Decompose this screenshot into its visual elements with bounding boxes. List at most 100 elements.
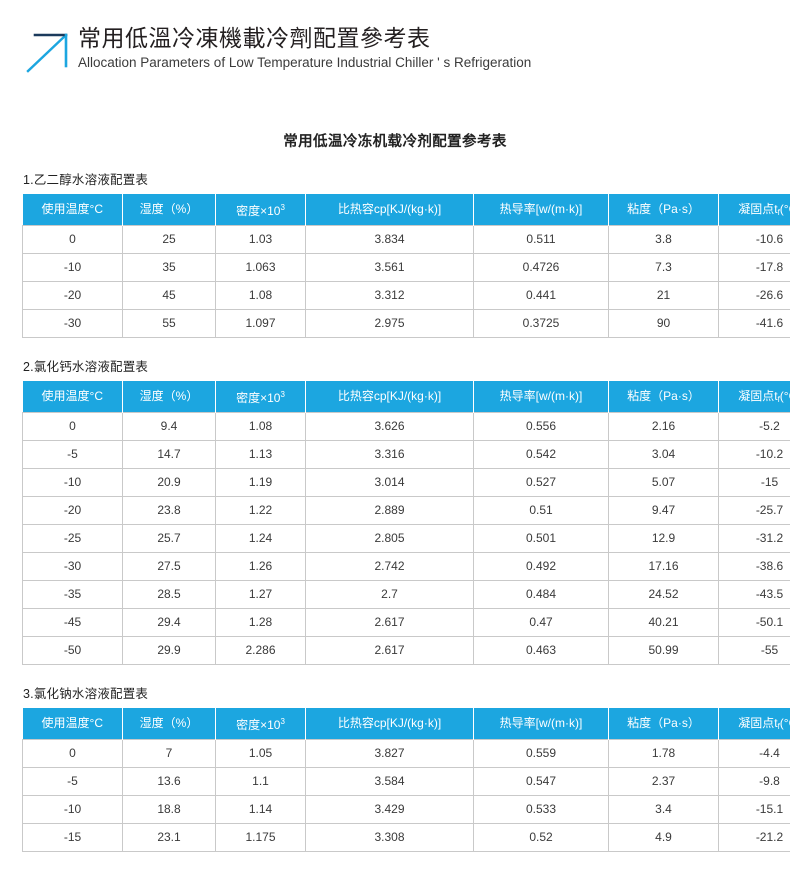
table-cell: 2.742: [305, 552, 474, 581]
tables-container: 1.乙二醇水溶液配置表使用温度°C 湿度（%） 密度×103 比热容cp[KJ/(kg…: [0, 169, 790, 852]
table-cell: -17.8: [718, 253, 790, 282]
table-cell: 2.975: [305, 309, 474, 338]
table-cell: 3.014: [305, 468, 474, 497]
table-cell: 3.834: [305, 225, 474, 254]
table-cell: -10.6: [718, 225, 790, 254]
table-cell: 3.04: [608, 440, 719, 469]
table-cell: 0.542: [473, 440, 609, 469]
table-cell: 3.584: [305, 767, 474, 796]
header-title-en: Allocation Parameters of Low Temperature…: [78, 55, 532, 70]
table-cell: 24.52: [608, 580, 719, 609]
column-header-3: 密度×103: [215, 381, 306, 413]
table-cell: 1.28: [215, 608, 306, 637]
table-cell: -15.1: [718, 795, 790, 824]
table-row: -5 13.6 1.1 3.584 0.547 2.37 -9.8: [22, 767, 790, 796]
column-header-6: 粘度（Pa·s）: [608, 381, 719, 413]
table-cell: 1.13: [215, 440, 306, 469]
column-header-7: 凝固点tf(°C): [718, 381, 790, 413]
table-cell: 1.03: [215, 225, 306, 254]
table-cell: 0.52: [473, 823, 609, 852]
table-cell: 0.441: [473, 281, 609, 310]
table-cell: 17.16: [608, 552, 719, 581]
table-row: -30 55 1.097 2.975 0.3725 90 -41.6: [22, 309, 790, 338]
table-cell: 1.78: [608, 739, 719, 768]
table-cell: 1.08: [215, 281, 306, 310]
table-cell: -41.6: [718, 309, 790, 338]
table-cell: 2.37: [608, 767, 719, 796]
table-row: 0 7 1.05 3.827 0.559 1.78 -4.4: [22, 739, 790, 768]
table-cell: 0: [22, 739, 123, 768]
table-cell: 1.19: [215, 468, 306, 497]
column-header-6: 粘度（Pa·s）: [608, 708, 719, 740]
table-cell: 12.9: [608, 524, 719, 553]
column-header-7: 凝固点tf(°C): [718, 194, 790, 226]
table-cell: -5: [22, 767, 123, 796]
table-block: 1.乙二醇水溶液配置表使用温度°C 湿度（%） 密度×103 比热容cp[KJ/(kg…: [22, 169, 790, 338]
table-cell: 1.063: [215, 253, 306, 282]
column-header-subscript: f: [777, 394, 780, 404]
table-cell: 2.7: [305, 580, 474, 609]
table-cell: -20: [22, 496, 123, 525]
table-cell: 0.484: [473, 580, 609, 609]
table-cell: 40.21: [608, 608, 719, 637]
page-header: 常用低溫冷凍機載冷劑配置參考表 Allocation Parameters of…: [0, 0, 790, 73]
table-cell: 3.316: [305, 440, 474, 469]
column-header-3: 密度×103: [215, 194, 306, 226]
table-cell: 23.8: [122, 496, 216, 525]
column-header-subscript: f: [777, 721, 780, 731]
table-caption: 1.乙二醇水溶液配置表: [23, 173, 149, 187]
table-cell: 14.7: [122, 440, 216, 469]
column-header-superscript: 3: [280, 203, 285, 212]
table-cell: -43.5: [718, 580, 790, 609]
table-cell: 1.24: [215, 524, 306, 553]
header-text-group: 常用低溫冷凍機載冷劑配置參考表 Allocation Parameters of…: [78, 24, 531, 72]
table-row: -10 18.8 1.14 3.429 0.533 3.4 -15.1: [22, 795, 790, 824]
column-header-2: 湿度（%）: [122, 381, 216, 413]
column-header-4: 比热容cp[KJ/(kg·k)]: [305, 381, 474, 413]
table-cell: 2.617: [305, 608, 474, 637]
column-header-5: 热导率[w/(m·k)]: [473, 708, 609, 740]
table-cell: 1.097: [215, 309, 306, 338]
table-cell: 3.429: [305, 795, 474, 824]
table-header-row: 使用温度°C 湿度（%） 密度×103 比热容cp[KJ/(kg·k)] 热导率[w/(…: [22, 708, 790, 740]
table-cell: -50: [22, 636, 123, 665]
table-cell: 3.4: [608, 795, 719, 824]
table-cell: -25.7: [718, 496, 790, 525]
table-cell: 2.617: [305, 636, 474, 665]
table-row: 0 9.4 1.08 3.626 0.556 2.16 -5.2: [22, 412, 790, 441]
table-cell: 1.27: [215, 580, 306, 609]
data-table: 使用温度°C 湿度（%） 密度×103 比热容cp[KJ/(kg·k)] 热导率[w/(…: [22, 381, 790, 665]
table-row: -20 23.8 1.22 2.889 0.51 9.47 -25.7: [22, 496, 790, 525]
table-cell: 0.47: [473, 608, 609, 637]
data-table: 使用温度°C 湿度（%） 密度×103 比热容cp[KJ/(kg·k)] 热导率[w/(…: [22, 708, 790, 852]
table-cell: 0.4726: [473, 253, 609, 282]
table-cell: 55: [122, 309, 216, 338]
table-cell: -50.1: [718, 608, 790, 637]
table-cell: -4.4: [718, 739, 790, 768]
column-header-5: 热导率[w/(m·k)]: [473, 194, 609, 226]
table-cell: -25: [22, 524, 123, 553]
table-cell: 21: [608, 281, 719, 310]
table-cell: 0: [22, 412, 123, 441]
table-cell: 0.511: [473, 225, 609, 254]
column-header-3: 密度×103: [215, 708, 306, 740]
table-cell: 2.805: [305, 524, 474, 553]
table-cell: 0.463: [473, 636, 609, 665]
column-header-2: 湿度（%）: [122, 708, 216, 740]
table-cell: 1.175: [215, 823, 306, 852]
table-cell: -21.2: [718, 823, 790, 852]
table-cell: 0.527: [473, 468, 609, 497]
table-cell: 0.3725: [473, 309, 609, 338]
table-block: 3.氯化钠水溶液配置表 使用温度°C 湿度（%） 密度×103 比热容cp[KJ/(kg…: [22, 683, 790, 852]
table-cell: 25: [122, 225, 216, 254]
table-cell: 0.533: [473, 795, 609, 824]
table-cell: 3.561: [305, 253, 474, 282]
data-table: 使用温度°C 湿度（%） 密度×103 比热容cp[KJ/(kg·k)] 热导率[w/(…: [22, 194, 790, 338]
table-cell: 0.556: [473, 412, 609, 441]
table-cell: 0.559: [473, 739, 609, 768]
table-cell: 0.51: [473, 496, 609, 525]
table-cell: 9.4: [122, 412, 216, 441]
column-header-superscript: 3: [280, 717, 285, 726]
table-cell: 35: [122, 253, 216, 282]
table-cell: 3.312: [305, 281, 474, 310]
